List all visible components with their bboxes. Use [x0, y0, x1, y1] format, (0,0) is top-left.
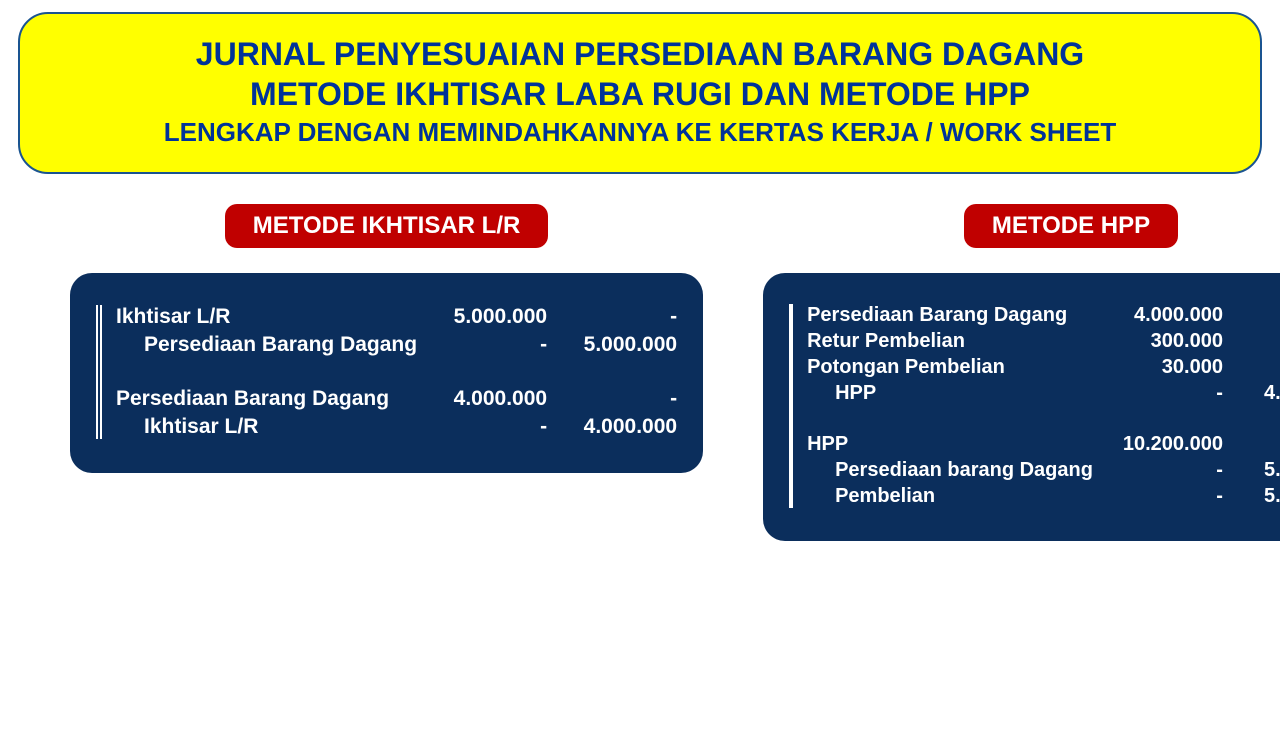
- header-title-line1: JURNAL PENYESUAIAN PERSEDIAAN BARANG DAG…: [50, 34, 1230, 74]
- debit-value: 5.000.000: [417, 305, 547, 329]
- credit-value: 4.000.000: [547, 415, 677, 439]
- right-entries: Persediaan Barang Dagang4.000.000-Retur …: [789, 304, 1280, 508]
- right-method-title: METODE HPP: [964, 204, 1178, 248]
- columns-container: METODE IKHTISAR L/R Ikhtisar L/R 5.000.00…: [0, 204, 1280, 541]
- header-title-line3: LENGKAP DENGAN MEMINDAHKANNYA KE KERTAS …: [50, 114, 1230, 150]
- account-name: Potongan Pembelian: [807, 356, 1005, 379]
- header-box: JURNAL PENYESUAIAN PERSEDIAAN BARANG DAG…: [18, 12, 1262, 174]
- debit-value: 4.000.000: [417, 387, 547, 411]
- account-name: HPP: [835, 382, 876, 405]
- journal-row: Potongan Pembelian 30.000-: [807, 356, 1280, 379]
- left-column: METODE IKHTISAR L/R Ikhtisar L/R 5.000.00…: [70, 204, 703, 541]
- journal-row: HPP 10.200.000-: [807, 433, 1280, 456]
- journal-row: Persediaan Barang Dagang 4.000.000-: [116, 387, 677, 411]
- right-panel: Persediaan Barang Dagang4.000.000-Retur …: [763, 273, 1280, 541]
- entry-gap: [116, 361, 677, 383]
- account-name: Persediaan barang Dagang: [835, 459, 1093, 482]
- account-name: Persediaan Barang Dagang: [116, 387, 389, 411]
- journal-row: Persediaan Barang Dagang-5.000.000: [116, 333, 677, 357]
- credit-value: 4.330.000: [1223, 382, 1280, 405]
- credit-value: -: [1223, 330, 1280, 353]
- credit-value: 5.200.000: [1223, 485, 1280, 508]
- debit-value: -: [1093, 382, 1223, 405]
- account-name: Ikhtisar L/R: [116, 305, 230, 329]
- journal-row: Pembelian -5.200.000: [807, 485, 1280, 508]
- credit-value: 5.000.000: [1223, 459, 1280, 482]
- credit-value: -: [1223, 356, 1280, 379]
- credit-value: -: [1223, 304, 1280, 327]
- journal-row: Persediaan barang Dagang-5.000.000: [807, 459, 1280, 482]
- credit-value: 5.000.000: [547, 333, 677, 357]
- header-title-line2: METODE IKHTISAR LABA RUGI DAN METODE HPP: [50, 74, 1230, 114]
- debit-value: 10.200.000: [1093, 433, 1223, 456]
- debit-value: 4.000.000: [1093, 304, 1223, 327]
- left-entries: Ikhtisar L/R5.000.000-Persediaan Barang …: [96, 305, 677, 439]
- left-panel: Ikhtisar L/R5.000.000-Persediaan Barang …: [70, 273, 703, 473]
- debit-value: 30.000: [1093, 356, 1223, 379]
- journal-row: Ikhtisar L/R -4.000.000: [116, 415, 677, 439]
- account-name: Retur Pembelian: [807, 330, 965, 353]
- debit-value: -: [417, 333, 547, 357]
- left-method-title: METODE IKHTISAR L/R: [225, 204, 549, 248]
- debit-value: -: [1093, 485, 1223, 508]
- credit-value: -: [1223, 433, 1280, 456]
- debit-value: -: [1093, 459, 1223, 482]
- account-name: Persediaan Barang Dagang: [807, 304, 1067, 327]
- account-name: Ikhtisar L/R: [144, 415, 258, 439]
- debit-value: -: [417, 415, 547, 439]
- journal-row: Persediaan Barang Dagang 4.000.000-: [807, 304, 1280, 327]
- journal-row: Retur Pembelian 300.000-: [807, 330, 1280, 353]
- journal-row: Ikhtisar L/R 5.000.000-: [116, 305, 677, 329]
- journal-row: HPP -4.330.000: [807, 382, 1280, 405]
- credit-value: -: [547, 305, 677, 329]
- account-name: Persediaan Barang Dagang: [144, 333, 417, 357]
- account-name: HPP: [807, 433, 848, 456]
- debit-value: 300.000: [1093, 330, 1223, 353]
- right-column: METODE HPP Persediaan Barang Dagang 4.000…: [763, 204, 1280, 541]
- account-name: Pembelian: [835, 485, 935, 508]
- entry-gap: [807, 408, 1280, 430]
- credit-value: -: [547, 387, 677, 411]
